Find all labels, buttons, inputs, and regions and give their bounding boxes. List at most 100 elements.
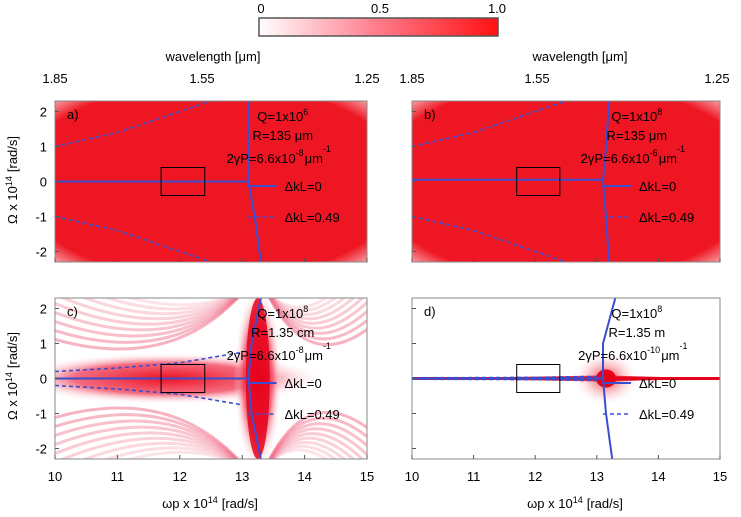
panel-letter-d: d) [424,304,436,319]
dashed-curve-lower-b [412,215,567,262]
top-axis-label-left: wavelength [μm] [165,49,261,64]
solid-curve-c [247,298,262,459]
x-tick-label-d-2: 12 [528,469,542,484]
panel-letter-b: b) [424,107,436,122]
legend-dashed-label-a: ΔkL=0.49 [284,210,339,225]
legend-dashed-label-d: ΔkL=0.49 [639,407,694,422]
fringe-c-lower-7 [81,441,234,459]
q-label-b: Q=1x108 [611,107,662,124]
dashed-curve-upper-b [412,101,567,148]
power-label-a: 2γP=6.6x10-8μm-1 [227,144,331,166]
fringe-c-lower-1 [55,406,240,459]
fringe-c-lower-8 [103,446,232,459]
y-tick-label-a-3: -1 [35,210,47,225]
panel-letter-c: c) [67,304,78,319]
x-tick-label-c-2: 12 [173,469,187,484]
fringe-c-right-upper-7 [270,298,347,317]
solid-curve-d [602,298,617,459]
fringe-c-upper-6 [59,298,236,321]
y-axis-label-top: Ω x 1014[rad/s] [4,136,20,224]
fringe-c-right-upper-4 [268,298,367,330]
power-label-b: 2γP=6.6x10-6μm-1 [581,144,685,166]
top-tick-left-2: 1.25 [354,71,379,86]
fringe-c-right-upper-8 [271,298,338,313]
y-tick-label-c-4: -2 [35,442,47,457]
top-tick-right-2: 1.25 [704,71,729,86]
fringe-c-right-lower-8 [271,444,338,459]
fringe-c-lower-4 [55,425,238,459]
legend-solid-label-a: ΔkL=0 [284,179,321,194]
fringe-c-upper-8 [103,298,232,311]
legend-dashed-label-b: ΔkL=0.49 [639,210,694,225]
fringe-c-lower-2 [55,413,240,459]
x-tick-label-d-3: 13 [590,469,604,484]
legend-dashed-label-c: ΔkL=0.49 [284,407,339,422]
fringe-c-lower-6 [59,436,236,459]
fringe-c-upper-1 [55,298,240,351]
y-tick-label-a-2: 0 [40,175,47,190]
r-label-b: R=135 μm [607,128,668,143]
fringe-c-upper-3 [55,298,239,338]
r-label-a: R=135 μm [252,128,313,143]
plot-area-c [55,298,367,459]
dashed-curve-upper-c [55,351,243,373]
legend-solid-label-c: ΔkL=0 [284,376,321,391]
q-label-c: Q=1x108 [257,304,308,321]
fringe-c-upper-9 [125,298,229,307]
fringe-c-upper-4 [55,298,238,332]
colorbar-tick-1: 0.5 [371,1,389,16]
zoom-box-d [516,364,561,393]
fringe-c-upper-5 [55,298,237,326]
x-tick-label-d-4: 14 [651,469,665,484]
dashed-curve-lower-a [55,215,212,262]
fringe-c-right-lower-2 [268,416,367,459]
r-label-d: R=1.35 m [608,325,665,340]
fringe-c-right-lower-7 [270,440,347,459]
colorbar-gradient [258,17,499,37]
x-tick-label-d-5: 15 [713,469,727,484]
fringe-c-right-upper-5 [269,298,365,325]
top-axis-label-right: wavelength [μm] [532,49,628,64]
fringe-c-right-upper-9 [272,298,329,309]
x-tick-label-c-1: 11 [111,469,125,484]
fringe-c-upper-7 [81,298,234,316]
zoom-box-b [516,167,561,196]
x-axis-label-left: ωp x 1014 [rad/s] [162,495,258,511]
top-ticks-right: 1.85 1.55 1.25 [399,71,729,86]
dashed-curve-upper-a [55,101,212,148]
legend-solid-label-b: ΔkL=0 [639,179,676,194]
q-label-a: Q=1x106 [257,107,308,124]
plot-area-a [55,101,367,262]
y-tick-label-c-0: 2 [40,302,47,317]
fringe-c-right-lower-4 [268,427,367,459]
zoom-box-a [160,167,206,196]
y-tick-label-c-3: -1 [35,407,47,422]
x-axis-label-right: ωp x 1014 [rad/s] [527,495,623,511]
x-tick-label-c-0: 10 [48,469,62,484]
panel-a: 2 1 0 -1 -2 a) Q=1x106 R=135 μm2γP=6.6x10-8μm-1… [35,100,368,263]
plot-area-d [412,298,720,459]
top-ticks-left: 1.85 1.55 1.25 [42,71,379,86]
x-tick-label-c-5: 15 [360,469,374,484]
top-tick-right-1: 1.55 [524,71,549,86]
legend-solid-label-d: ΔkL=0 [639,376,676,391]
y-tick-label-c-1: 1 [40,337,47,352]
x-tick-label-c-3: 13 [235,469,249,484]
y-tick-label-c-2: 0 [40,372,47,387]
panel-d: 10 11 12 13 14 15 d) Q=1x108 R=1.35 m2γP=6.6x10-… [405,297,727,484]
top-tick-left-0: 1.85 [42,71,67,86]
y-tick-label-a-4: -2 [35,245,47,260]
power-label-d: 2γP=6.6x10-10μm-1 [578,341,687,363]
fringe-c-lower-9 [125,450,229,459]
solid-curve-a [247,101,262,262]
y-tick-label-a-0: 2 [40,105,47,120]
fringe-c-right-upper-3 [268,298,367,335]
dashed-curve-upper-d [412,375,597,379]
fringe-c-right-lower-5 [269,432,365,459]
q-label-d: Q=1x108 [611,304,662,321]
panel-letter-a: a) [67,107,79,122]
x-tick-label-d-0: 10 [405,469,419,484]
fringe-c-right-lower-3 [268,422,367,459]
